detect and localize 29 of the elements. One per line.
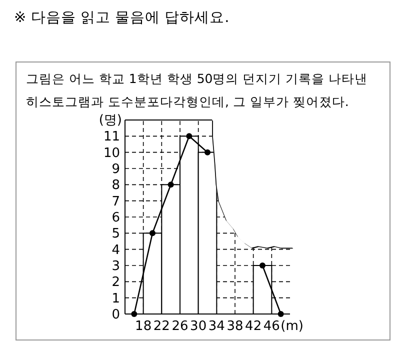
y-tick-label: 1	[112, 291, 120, 306]
chart-title: ※ 다음을 읽고 물음에 답하세요.	[14, 10, 230, 26]
x-tick-label: 38	[226, 319, 244, 334]
point	[260, 262, 266, 268]
point	[204, 149, 210, 156]
x-tick-label: 22	[153, 319, 170, 334]
y-tick-label: 3	[112, 259, 120, 274]
y-tick-label: 8	[112, 178, 120, 194]
y-tick-label: 0	[112, 308, 120, 323]
x-tick-label: 18	[135, 319, 152, 334]
y-tick-label: 4	[112, 242, 120, 258]
x-axis-title: (m)	[280, 319, 304, 334]
y-tick-label: 2	[112, 275, 120, 290]
x-tick-label: 26	[172, 319, 188, 334]
point	[168, 182, 174, 188]
y-tick-label: 10	[103, 146, 120, 161]
x-tick-label: 30	[190, 319, 207, 334]
y-tick-label: 6	[112, 210, 120, 226]
point	[186, 133, 192, 140]
x-tick-label: 42	[245, 319, 262, 334]
y-axis-title: (명)	[98, 113, 122, 128]
y-tick-label: 7	[112, 194, 120, 210]
point	[150, 230, 156, 236]
y-tick-label: 9	[112, 162, 120, 178]
x-tick-label: 46	[263, 319, 280, 334]
y-tick-label: 5	[112, 226, 120, 242]
y-tick-label: 11	[103, 130, 120, 145]
x-tick-label: 34	[208, 319, 225, 334]
chart-subtitle: 그림은 어느 학교 1학년 학생 50명의 던지기 기록을 나타낸 히스토그램과 도수분포다각형인데, 그 일부가 찢어졌다.	[26, 71, 368, 109]
